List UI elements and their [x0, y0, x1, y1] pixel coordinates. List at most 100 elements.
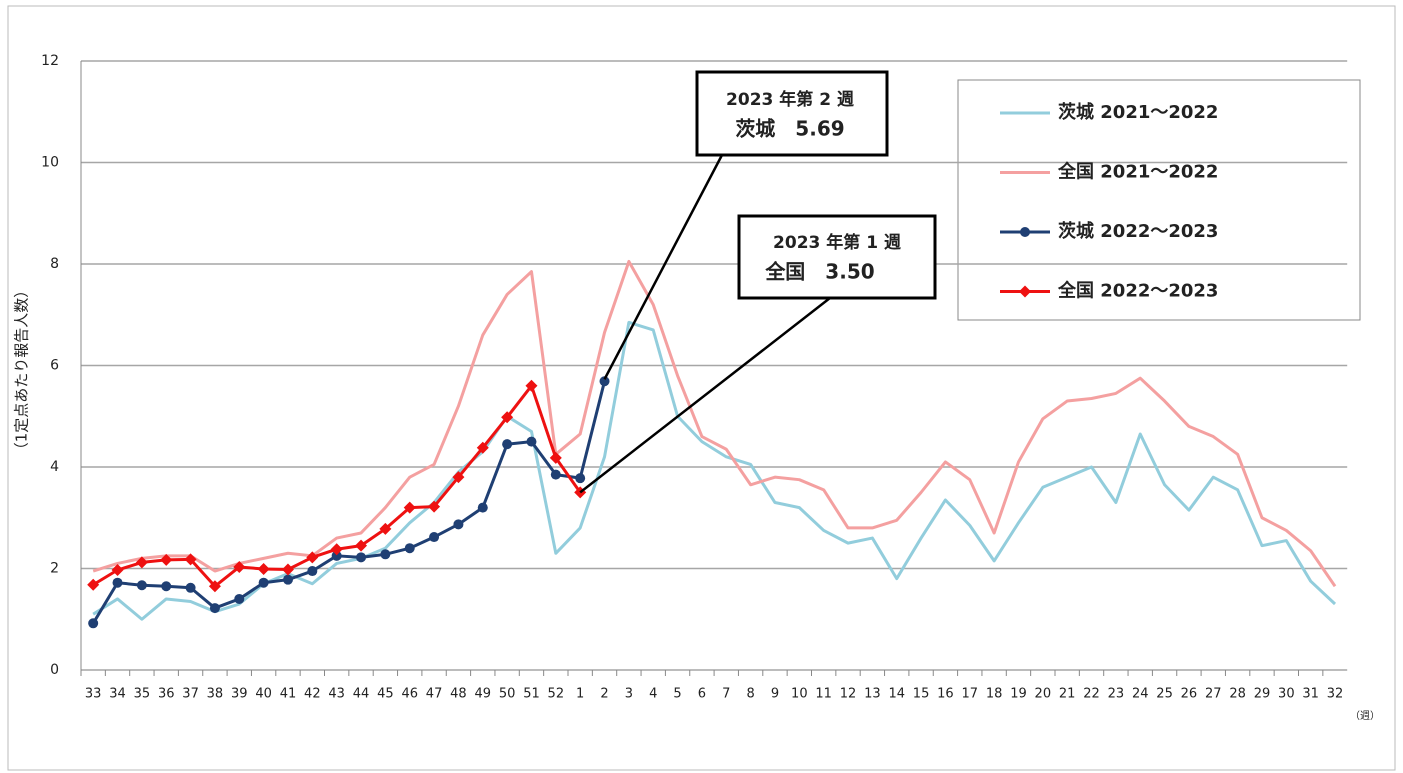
x-tick-label: 25 [1156, 687, 1173, 702]
x-tick-label: 10 [791, 687, 808, 702]
y-axis-label: （1定点あたり報告人数） [13, 283, 31, 458]
y-tick-label: 2 [50, 561, 59, 577]
x-tick-label: 14 [888, 687, 905, 702]
point [281, 563, 294, 576]
x-tick-label: 23 [1108, 687, 1125, 702]
leader-line [579, 297, 831, 494]
point [306, 551, 319, 564]
x-tick-label: 35 [134, 687, 151, 702]
x-tick-label: 18 [986, 687, 1003, 702]
x-tick-label: 29 [1254, 687, 1271, 702]
x-tick-label: 47 [426, 687, 443, 702]
point [88, 618, 99, 629]
x-unit: （週） [1350, 710, 1380, 722]
point [526, 436, 537, 447]
point [209, 603, 220, 614]
y-tick-label: 0 [50, 662, 59, 678]
point [330, 543, 343, 556]
point [380, 549, 391, 560]
point [160, 553, 173, 566]
x-tick-label: 48 [450, 687, 467, 702]
point [331, 550, 342, 561]
point [136, 580, 147, 591]
point [428, 500, 441, 513]
annotation-box [737, 214, 937, 300]
x-tick-label: 7 [722, 687, 730, 702]
leader-line [603, 154, 724, 380]
point [501, 411, 514, 424]
x-tick-label: 11 [815, 687, 832, 702]
point [453, 519, 464, 530]
annotation-title: 2023 年第 2 週 [726, 89, 854, 110]
point [282, 574, 293, 585]
x-tick-label: 36 [158, 687, 175, 702]
annotation-label: 全国 3.50 [764, 260, 874, 284]
x-tick-label: 39 [231, 687, 248, 702]
x-tick-label: 17 [962, 687, 979, 702]
x-tick-label: 13 [864, 687, 881, 702]
x-tick-label: 6 [698, 687, 706, 702]
x-tick-label: 40 [255, 687, 272, 702]
x-tick-label: 52 [548, 687, 565, 702]
point [403, 501, 416, 514]
point [1019, 285, 1031, 298]
x-tick-label: 27 [1205, 687, 1222, 702]
x-tick-label: 49 [475, 687, 492, 702]
x-tick-label: 33 [85, 687, 102, 702]
x-tick-label: 32 [1327, 687, 1344, 702]
point [549, 451, 562, 464]
point [550, 469, 561, 480]
series-line [92, 259, 1337, 588]
point [234, 593, 245, 604]
x-tick-label: 22 [1083, 687, 1100, 702]
point [184, 553, 197, 566]
point [111, 564, 124, 577]
x-tick-label: 12 [840, 687, 857, 702]
y-tick-label: 4 [50, 459, 59, 475]
x-tick-label: 37 [182, 687, 199, 702]
legend-label: 全国 2021～2022 [1057, 161, 1218, 183]
point [257, 563, 270, 576]
x-tick-label: 1 [576, 687, 584, 702]
annotation-box [695, 70, 889, 157]
x-tick-label: 28 [1229, 687, 1246, 702]
x-tick-label: 30 [1278, 687, 1295, 702]
x-tick-label: 51 [523, 687, 540, 702]
x-tick-label: 19 [1010, 687, 1027, 702]
point [476, 441, 489, 454]
x-tick-label: 41 [280, 687, 297, 702]
point [575, 473, 586, 484]
x-tick-label: 15 [913, 687, 930, 702]
point [356, 552, 367, 563]
x-tick-label: 2 [600, 687, 608, 702]
y-tick-label: 6 [50, 358, 59, 374]
x-tick-label: 3 [625, 687, 633, 702]
point [452, 471, 465, 484]
point [379, 522, 392, 535]
series-line [92, 320, 1337, 621]
x-tick-label: 4 [649, 687, 657, 702]
legend-box [957, 79, 1361, 321]
point [477, 502, 488, 513]
point [525, 379, 538, 392]
x-tick-label: 16 [937, 687, 954, 702]
y-tick-label: 10 [41, 155, 59, 171]
x-tick-label: 50 [499, 687, 516, 702]
legend-label: 茨城 2021～2022 [1058, 101, 1218, 123]
point [355, 539, 368, 552]
point [307, 566, 318, 577]
point [233, 560, 246, 573]
series-line [91, 380, 606, 625]
point [599, 376, 610, 387]
point [502, 439, 513, 450]
point [258, 577, 269, 588]
x-tick-label: 42 [304, 687, 321, 702]
point [404, 543, 415, 554]
x-tick-label: 21 [1059, 687, 1076, 702]
point [429, 532, 440, 543]
x-tick-label: 43 [328, 687, 345, 702]
point [208, 580, 221, 593]
point [112, 577, 123, 588]
x-tick-label: 8 [746, 687, 754, 702]
